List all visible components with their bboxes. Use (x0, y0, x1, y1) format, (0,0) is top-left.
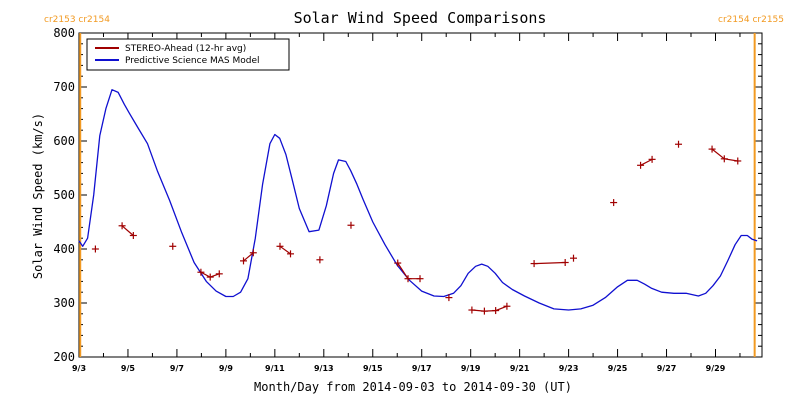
stereo-data-point (708, 145, 716, 153)
stereo-data-point (129, 232, 137, 239)
x-tick-label: 9/19 (461, 364, 481, 373)
stereo-data-point (648, 155, 656, 163)
x-tick-label: 9/25 (608, 364, 628, 373)
x-tick-label: 9/5 (121, 364, 135, 373)
stereo-data-point (118, 222, 126, 230)
y-axis-label: Solar Wind Speed (km/s) (31, 113, 45, 279)
stereo-data-point (240, 257, 248, 265)
x-tick-label: 9/3 (72, 364, 86, 373)
carrington-rotation-left-label: cr2153 cr2154 (44, 15, 110, 25)
y-tick-label: 400 (53, 242, 75, 256)
stereo-series-segment (279, 245, 291, 255)
x-tick-label: 9/27 (657, 364, 677, 373)
stereo-data-point (570, 254, 578, 262)
stereo-data-point (169, 242, 177, 250)
stereo-series-segment (121, 225, 134, 236)
y-tick-label: 800 (53, 26, 75, 40)
stereo-data-point (610, 199, 618, 207)
stereo-data-point (445, 294, 453, 302)
stereo-data-point (316, 256, 324, 264)
plot-area: 200 300 400 500 600 700 800 9/3 9/5 9/7 9/9 9/11 9/1… (53, 26, 763, 373)
stereo-data-point (468, 306, 476, 314)
x-axis-label: Month/Day from 2014-09-03 to 2014-09-30 … (254, 380, 572, 394)
y-tick-label: 300 (53, 296, 75, 310)
stereo-data-point (480, 307, 488, 315)
x-tick-label: 9/21 (510, 364, 530, 373)
model-series-line (78, 89, 758, 311)
y-tick-label: 600 (53, 134, 75, 148)
y-tick-label: 500 (53, 188, 75, 202)
x-tick-label: 9/7 (170, 364, 184, 373)
stereo-data-point (91, 245, 99, 253)
stereo-data-point (720, 155, 728, 163)
stereo-data-point (503, 302, 511, 310)
stereo-data-point (215, 270, 223, 278)
stereo-data-point (675, 140, 683, 148)
x-tick-label: 9/17 (412, 364, 432, 373)
y-tick-label: 200 (53, 350, 75, 364)
stereo-data-point (276, 242, 284, 250)
stereo-series-segment (471, 305, 508, 312)
plot-frame (78, 32, 763, 358)
stereo-series-segment (640, 158, 653, 166)
stereo-data-point (249, 249, 257, 257)
legend-entry-label: Predictive Science MAS Model (125, 56, 260, 66)
stereo-data-point (734, 157, 742, 165)
legend: STEREO-Ahead (12-hr avg) Predictive Scien… (86, 38, 290, 71)
stereo-data-point (394, 259, 402, 267)
x-tick-label: 9/15 (363, 364, 383, 373)
x-tick-label: 9/29 (706, 364, 726, 373)
stereo-series-segment (534, 261, 566, 265)
stereo-data-point (637, 161, 645, 169)
stereo-series-segment (243, 252, 254, 262)
legend-entry-label: STEREO-Ahead (12-hr avg) (125, 44, 246, 54)
legend-box (86, 38, 290, 71)
stereo-data-point (287, 250, 295, 258)
chart-title: Solar Wind Speed Comparisons (294, 9, 547, 27)
stereo-data-point (416, 275, 424, 283)
x-tick-label: 9/11 (265, 364, 285, 373)
stereo-data-point (561, 259, 569, 266)
stereo-data-point (347, 221, 355, 229)
x-tick-label: 9/23 (559, 364, 579, 373)
x-tick-label: 9/9 (219, 364, 233, 373)
x-tick-label: 9/13 (314, 364, 334, 373)
stereo-data-point (206, 273, 214, 281)
stereo-data-point (404, 275, 412, 283)
stereo-data-point (197, 268, 205, 276)
stereo-data-point (530, 260, 538, 268)
carrington-rotation-right-label: cr2154 cr2155 (718, 15, 784, 25)
stereo-data-point (492, 307, 500, 315)
y-tick-label: 700 (53, 80, 75, 94)
